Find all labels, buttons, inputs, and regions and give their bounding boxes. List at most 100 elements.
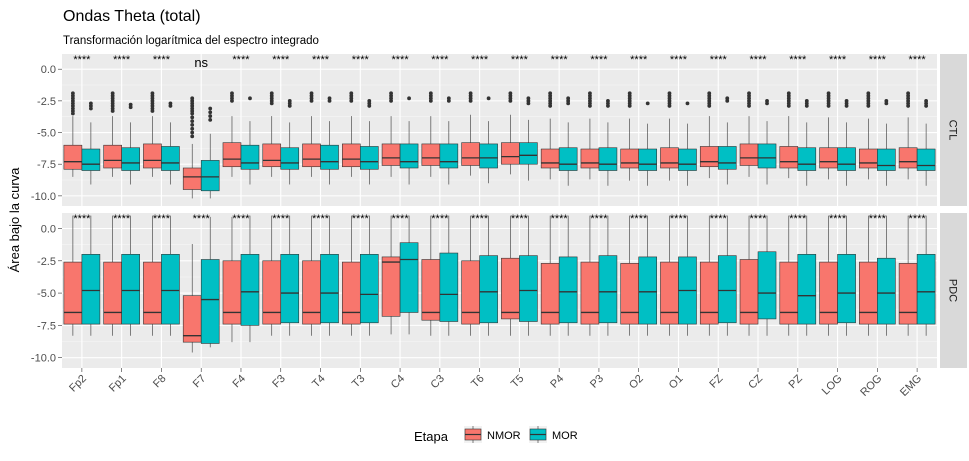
y-tick-label: 0.0 (41, 224, 56, 236)
significance-label: **** (312, 213, 330, 225)
box-body (262, 260, 282, 325)
box-body (501, 257, 520, 320)
significance-label: **** (113, 213, 131, 225)
outlier-point (208, 106, 213, 111)
x-tick-label: T4 (310, 373, 328, 391)
box-body (660, 147, 679, 169)
significance-label: **** (272, 213, 290, 225)
box-nmor-f4 (222, 91, 242, 177)
box-nmor-f3 (262, 215, 282, 336)
y-tick-label: -2.5 (37, 256, 56, 268)
box-mor-fp1 (121, 102, 140, 185)
significance-label: **** (749, 54, 767, 66)
outlier-point (468, 98, 473, 103)
box-body (320, 144, 339, 170)
box-mor-f7 (200, 216, 220, 348)
outlier-point (826, 104, 831, 108)
box-body (222, 260, 242, 325)
box-mor-c3 (439, 96, 459, 185)
box-nmor-o2 (620, 91, 640, 181)
box-body (280, 147, 300, 170)
box-body (103, 261, 122, 325)
x-tick-label: F4 (231, 373, 249, 391)
box-mor-cz (757, 98, 777, 185)
box-body (161, 146, 180, 171)
box-body (121, 147, 140, 171)
x-tick-label: F8 (151, 373, 169, 391)
outlier-point (606, 104, 610, 108)
box-mor-t6 (479, 215, 498, 336)
box-mor-f4 (240, 215, 260, 343)
outlier-point (667, 104, 672, 108)
significance-label: **** (431, 54, 449, 66)
box-body (580, 148, 600, 169)
y-tick-label: -10.0 (31, 353, 56, 365)
outlier-point (190, 115, 195, 120)
box-mor-f3 (280, 215, 300, 336)
significance-label: **** (471, 213, 489, 225)
significance-label: **** (431, 213, 449, 225)
box-nmor-f3 (262, 91, 282, 177)
box-body (200, 259, 220, 344)
box-body (819, 261, 838, 325)
box-nmor-rog (859, 91, 878, 180)
x-tick-label: FZ (707, 372, 725, 390)
box-body (381, 256, 401, 317)
box-nmor-emg (898, 91, 918, 180)
outlier-point (190, 134, 195, 139)
box-body (620, 263, 640, 325)
box-mor-f7 (200, 106, 220, 199)
box-body (262, 143, 282, 168)
box-body (797, 147, 817, 171)
box-body (898, 147, 918, 169)
x-tick-label: T6 (469, 373, 487, 391)
outlier-point (747, 104, 751, 108)
box-nmor-p3 (580, 91, 600, 180)
box-body (341, 143, 361, 168)
box-body (859, 261, 878, 325)
legend-key-mor (529, 426, 547, 443)
box-mor-log (837, 215, 856, 336)
box-mor-t4 (320, 96, 339, 185)
box-body (479, 143, 498, 169)
chart-subtitle: Transformación logarítmica del espectro … (63, 35, 319, 47)
box-body (479, 255, 498, 324)
box-body (421, 143, 441, 166)
box-mor-log (837, 98, 856, 186)
box-body (877, 257, 896, 325)
box-nmor-c4 (381, 215, 401, 335)
box-mor-p3 (598, 215, 618, 336)
box-body (779, 261, 799, 325)
box-nmor-f8 (143, 215, 162, 336)
significance-label: **** (73, 54, 91, 66)
box-body (916, 254, 936, 325)
box-nmor-t5 (501, 91, 520, 175)
y-axis-title: Área bajo la curva (7, 167, 22, 273)
box-nmor-fz (699, 91, 719, 179)
legend-label-nmor: NMOR (487, 430, 521, 442)
box-body (717, 146, 737, 170)
box-mor-o1 (678, 215, 697, 336)
outlier-point (765, 101, 769, 106)
significance-label: **** (789, 213, 807, 225)
facet-strip (940, 54, 967, 206)
box-mor-t5 (519, 215, 538, 336)
box-mor-f8 (161, 215, 180, 336)
significance-label: **** (590, 54, 608, 66)
box-body (558, 256, 578, 324)
box-body (121, 254, 140, 325)
outlier-point (367, 104, 372, 108)
box-mor-emg (916, 98, 936, 186)
significance-label: **** (352, 54, 370, 66)
box-mor-c4 (399, 215, 419, 335)
box-mor-fp1 (121, 215, 140, 336)
significance-label: **** (710, 54, 728, 66)
box-nmor-t5 (501, 215, 520, 336)
x-tick-label: O1 (667, 373, 686, 392)
legend-key-nmor (464, 426, 482, 443)
box-body (779, 146, 799, 169)
outlier-point (508, 98, 513, 103)
outlier-point (866, 104, 871, 108)
facet-strip (940, 213, 967, 368)
